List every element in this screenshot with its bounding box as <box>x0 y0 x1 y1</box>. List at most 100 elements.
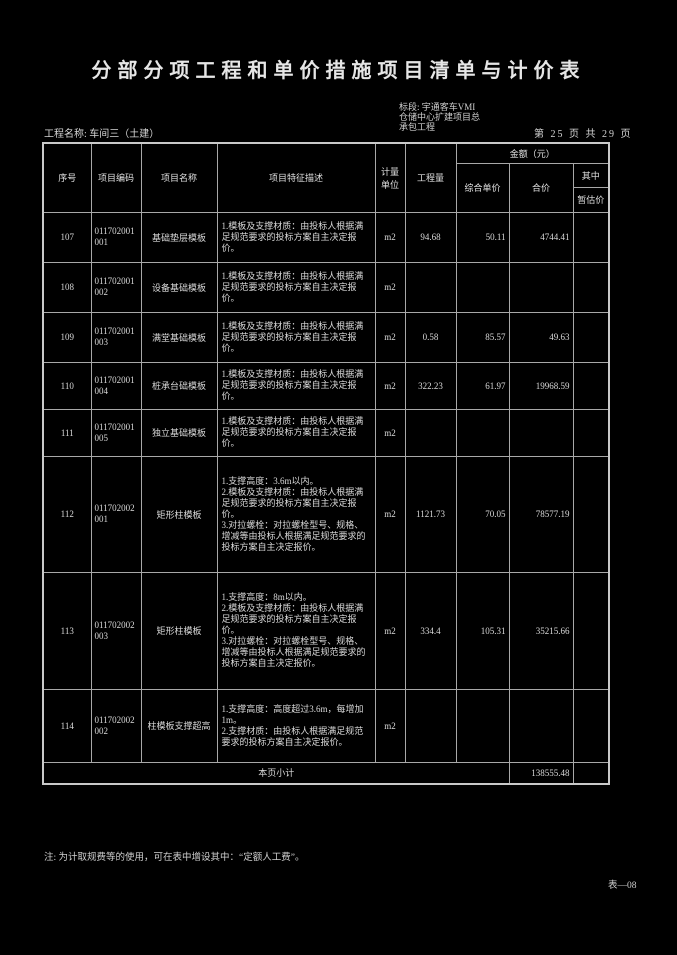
col-header-unit-price: 综合单价 <box>455 162 510 213</box>
col-header-amount: 金额（元） <box>455 142 610 164</box>
table-row: 114 011702002002 柱模板支撑超高 1.支撑高度：高度超过3.6m… <box>42 688 610 763</box>
cell-unit-price <box>455 261 510 313</box>
project-name-label: 工程名称: 车间三（土建） <box>44 129 160 140</box>
cell-total: 49.63 <box>508 311 574 363</box>
cell-unit-price: 85.57 <box>455 311 510 363</box>
cell-total <box>508 688 574 763</box>
cell-qty <box>404 688 457 763</box>
cell-code: 011702002002 <box>90 688 142 763</box>
cell-feature: 1.支撑高度：3.6m以内。 2.模板及支撑材质：由投标人根据满足规范要求的投标… <box>216 455 376 573</box>
cell-unit-price: 70.05 <box>455 455 510 573</box>
page-number-label: 第 25 页 共 29 页 <box>534 129 633 140</box>
cell-seq: 109 <box>42 311 92 363</box>
cell-qty: 94.68 <box>404 211 457 263</box>
col-header-qty: 工程量 <box>404 142 457 213</box>
cell-unit-price: 105.31 <box>455 571 510 690</box>
cell-code: 011702001004 <box>90 361 142 410</box>
subtotal-total: 138555.48 <box>508 761 574 785</box>
cell-total: 4744.41 <box>508 211 574 263</box>
cell-total: 78577.19 <box>508 455 574 573</box>
cell-name: 柱模板支撑超高 <box>140 688 218 763</box>
cell-seq: 111 <box>42 408 92 457</box>
cell-feature: 1.模板及支撑材质：由投标人根据满足规范要求的投标方案自主决定报价。 <box>216 311 376 363</box>
table-row: 110 011702001004 桩承台础模板 1.模板及支撑材质：由投标人根据… <box>42 361 610 410</box>
table-row: 112 011702002001 矩形柱模板 1.支撑高度：3.6m以内。 2.… <box>42 455 610 573</box>
cell-code: 011702002001 <box>90 455 142 573</box>
footnote: 注: 为计取规费等的使用，可在表中增设其中：“定额人工费”。 <box>44 853 305 863</box>
cell-provisional <box>572 408 610 457</box>
cell-feature: 1.模板及支撑材质：由投标人根据满足规范要求的投标方案自主决定报价。 <box>216 261 376 313</box>
subtotal-label: 本页小计 <box>42 761 510 785</box>
cell-code: 011702001001 <box>90 211 142 263</box>
cell-provisional <box>572 211 610 263</box>
cell-unit-price: 50.11 <box>455 211 510 263</box>
cell-total <box>508 408 574 457</box>
cell-seq: 110 <box>42 361 92 410</box>
cell-seq: 114 <box>42 688 92 763</box>
col-header-feature: 项目特征描述 <box>216 142 376 213</box>
cell-qty <box>404 408 457 457</box>
col-header-total: 合价 <box>508 162 574 213</box>
cell-provisional <box>572 261 610 313</box>
cell-name: 独立基础模板 <box>140 408 218 457</box>
cell-unit: m2 <box>374 408 406 457</box>
cell-name: 基础垫层模板 <box>140 211 218 263</box>
cell-unit: m2 <box>374 455 406 573</box>
subtotal-row: 本页小计 138555.48 <box>42 761 610 785</box>
cell-qty <box>404 261 457 313</box>
cell-unit-price: 61.97 <box>455 361 510 410</box>
boq-table: 序号 项目编码 项目名称 项目特征描述 计量单位 工程量 金额（元） 综合单价 … <box>42 142 611 785</box>
section-label: 标段: 宇通客车VMI 仓储中心扩建项目总 承包工程 <box>399 102 481 132</box>
cell-total: 19968.59 <box>508 361 574 410</box>
cell-code: 011702001002 <box>90 261 142 313</box>
page-title: 分部分项工程和单价措施项目清单与计价表 <box>91 60 586 82</box>
cell-total <box>508 261 574 313</box>
table-row: 113 011702002003 矩形柱模板 1.支撑高度：8m以内。 2.模板… <box>42 571 610 690</box>
cell-provisional <box>572 455 610 573</box>
col-header-code: 项目编码 <box>90 142 142 213</box>
cell-name: 矩形柱模板 <box>140 455 218 573</box>
col-header-among: 其中 <box>572 162 610 188</box>
cell-provisional <box>572 688 610 763</box>
cell-qty: 0.58 <box>404 311 457 363</box>
cell-name: 桩承台础模板 <box>140 361 218 410</box>
cell-code: 011702002003 <box>90 571 142 690</box>
col-header-seq: 序号 <box>42 142 92 213</box>
cell-feature: 1.支撑高度：8m以内。 2.模板及支撑材质：由投标人根据满足规范要求的投标方案… <box>216 571 376 690</box>
col-header-provisional: 暂估价 <box>572 186 610 213</box>
cell-name: 矩形柱模板 <box>140 571 218 690</box>
cell-unit: m2 <box>374 261 406 313</box>
cell-seq: 112 <box>42 455 92 573</box>
cell-provisional <box>572 571 610 690</box>
header-row-1: 序号 项目编码 项目名称 项目特征描述 计量单位 工程量 金额（元） <box>42 142 610 213</box>
cell-unit-price <box>455 408 510 457</box>
cell-unit: m2 <box>374 311 406 363</box>
cell-unit-price <box>455 688 510 763</box>
cell-code: 011702001005 <box>90 408 142 457</box>
cell-provisional <box>572 311 610 363</box>
cell-unit: m2 <box>374 361 406 410</box>
cell-feature: 1.模板及支撑材质：由投标人根据满足规范要求的投标方案自主决定报价。 <box>216 361 376 410</box>
cell-unit: m2 <box>374 571 406 690</box>
cell-total: 35215.66 <box>508 571 574 690</box>
cell-feature: 1.模板及支撑材质：由投标人根据满足规范要求的投标方案自主决定报价。 <box>216 408 376 457</box>
cell-code: 011702001003 <box>90 311 142 363</box>
cell-name: 设备基础模板 <box>140 261 218 313</box>
cell-feature: 1.模板及支撑材质：由投标人根据满足规范要求的投标方案自主决定报价。 <box>216 211 376 263</box>
col-header-name: 项目名称 <box>140 142 218 213</box>
cell-unit: m2 <box>374 688 406 763</box>
col-header-unit: 计量单位 <box>374 142 406 213</box>
table-row: 109 011702001003 满堂基础模板 1.模板及支撑材质：由投标人根据… <box>42 311 610 363</box>
table-row: 108 011702001002 设备基础模板 1.模板及支撑材质：由投标人根据… <box>42 261 610 313</box>
cell-seq: 113 <box>42 571 92 690</box>
table-row: 107 011702001001 基础垫层模板 1.模板及支撑材质：由投标人根据… <box>42 211 610 263</box>
cell-qty: 1121.73 <box>404 455 457 573</box>
form-number: 表—08 <box>608 881 637 891</box>
cell-name: 满堂基础模板 <box>140 311 218 363</box>
table-row: 111 011702001005 独立基础模板 1.模板及支撑材质：由投标人根据… <box>42 408 610 457</box>
cell-feature: 1.支撑高度：高度超过3.6m，每增加1m。 2.支撑材质：由投标人根据满足规范… <box>216 688 376 763</box>
cell-unit: m2 <box>374 211 406 263</box>
cell-qty: 322.23 <box>404 361 457 410</box>
cell-qty: 334.4 <box>404 571 457 690</box>
